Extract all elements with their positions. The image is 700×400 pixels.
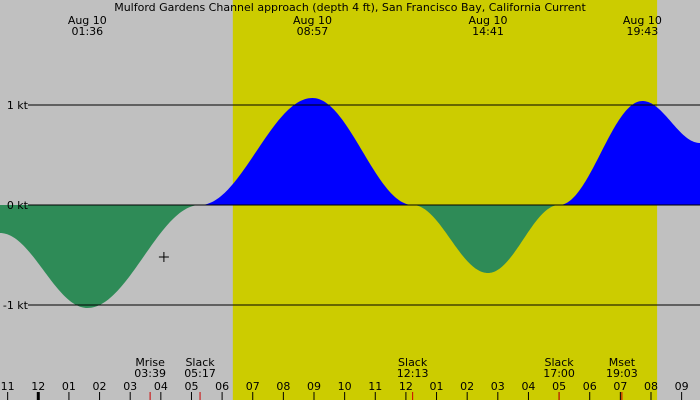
y-tick-label: 0 kt [7, 199, 29, 212]
peak-date-label: Aug 10 [623, 14, 662, 27]
hour-tick-label: 08 [276, 380, 290, 393]
hour-tick-label: 02 [93, 380, 107, 393]
peak-time-label: 19:43 [627, 25, 659, 38]
hour-tick-label: 04 [154, 380, 168, 393]
y-tick-label: 1 kt [7, 99, 29, 112]
hour-tick-label: 06 [583, 380, 597, 393]
event-name-label: Slack [185, 356, 215, 369]
hour-tick-label: 09 [307, 380, 321, 393]
peak-time-label: 08:57 [297, 25, 329, 38]
hour-tick-label: 12 [399, 380, 413, 393]
hour-tick-label: 11 [1, 380, 15, 393]
hour-axis: 11 12 01 02 03 04 05 06 07 08 09 10 11 12 01 02 03 04 05 06… [1, 380, 689, 400]
peak-date-label: Aug 10 [293, 14, 332, 27]
peak-time-label: 14:41 [472, 25, 504, 38]
chart-title: Mulford Gardens Channel approach (depth … [114, 1, 586, 14]
hour-tick-label: 07 [246, 380, 260, 393]
hour-tick-label: 08 [644, 380, 658, 393]
crosshair-cursor [158, 252, 169, 262]
hour-tick-label: 02 [460, 380, 474, 393]
event-name-label: Mset [609, 356, 636, 369]
hour-tick-label: 09 [675, 380, 689, 393]
event-time-label: 19:03 [606, 367, 638, 380]
event-time-label: 03:39 [134, 367, 166, 380]
hour-tick-label: 11 [368, 380, 382, 393]
event-time-label: 12:13 [397, 367, 429, 380]
hour-tick-label: 05 [552, 380, 566, 393]
event-labels: Mrise03:39Slack05:17Slack12:13Slack17:00… [134, 356, 637, 380]
event-name-label: Mrise [135, 356, 165, 369]
y-tick-label: -1 kt [3, 299, 29, 312]
ebb-current-area [0, 205, 700, 308]
hour-tick-label: 03 [123, 380, 137, 393]
hour-tick-label: 07 [613, 380, 627, 393]
peak-time-label: 01:36 [71, 25, 103, 38]
event-time-label: 17:00 [543, 367, 575, 380]
peak-date-label: Aug 10 [469, 14, 508, 27]
y-axis-labels: 1 kt 0 kt -1 kt [3, 99, 29, 312]
flood-current-area [0, 98, 700, 205]
event-name-label: Slack [544, 356, 574, 369]
hour-tick-label: 10 [338, 380, 352, 393]
hour-tick-label: 12 [31, 380, 45, 393]
hour-tick-label: 01 [62, 380, 76, 393]
hour-tick-label: 05 [184, 380, 198, 393]
hour-tick-label: 03 [491, 380, 505, 393]
peak-date-label: Aug 10 [68, 14, 107, 27]
hour-tick-label: 01 [430, 380, 444, 393]
event-time-label: 05:17 [184, 367, 216, 380]
event-name-label: Slack [398, 356, 428, 369]
y-gridlines [28, 104, 700, 306]
hour-tick-label: 04 [521, 380, 535, 393]
hour-tick-label: 06 [215, 380, 229, 393]
